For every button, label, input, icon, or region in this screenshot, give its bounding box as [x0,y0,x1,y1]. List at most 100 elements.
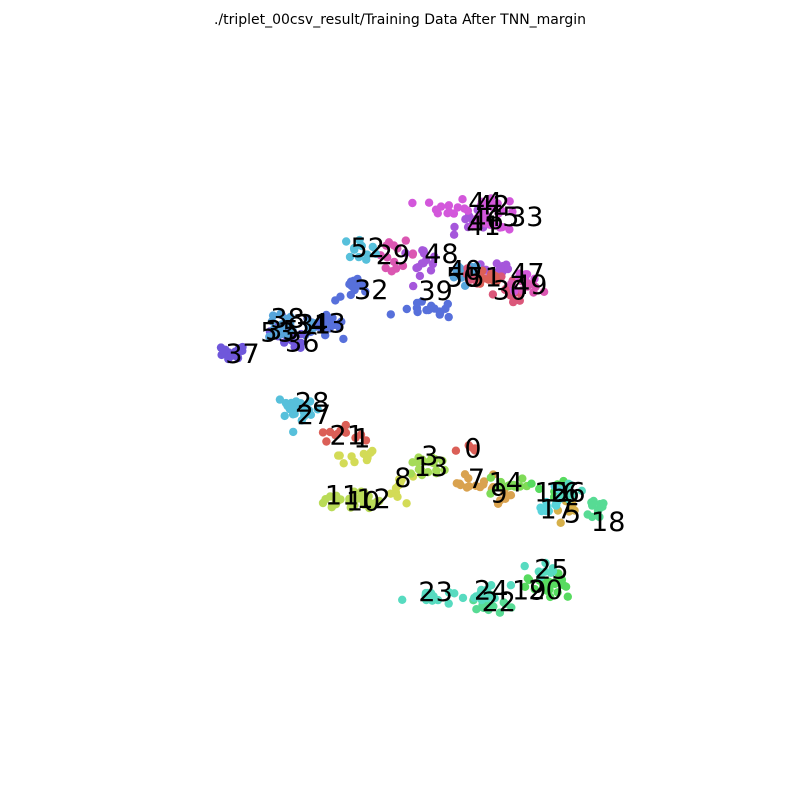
data-point [440,465,449,475]
data-point [398,595,407,604]
cluster-label-36: 36 [285,327,319,358]
data-point [345,497,354,507]
data-point [507,603,516,612]
cluster-label-32: 32 [354,275,388,306]
data-point [486,473,495,482]
data-point [565,480,575,489]
data-point [509,297,518,307]
data-point [361,287,370,296]
data-point [595,512,604,522]
data-point [443,299,452,309]
cluster-37 [216,342,247,364]
data-point [371,249,381,258]
cluster-label-14: 14 [489,468,523,499]
data-point [475,482,485,492]
cluster-label-35: 35 [265,316,299,347]
data-point [500,285,510,294]
data-point [438,456,447,465]
data-point [530,585,539,594]
data-point [409,281,418,291]
cluster-label-20: 20 [528,575,562,606]
data-point [531,282,540,292]
cluster-43 [314,313,346,334]
data-point [499,598,508,607]
data-point [515,296,524,305]
data-point [391,483,401,493]
cluster-32 [331,274,370,305]
cluster-12 [353,487,381,508]
data-point [336,292,345,301]
data-point [520,582,530,591]
data-point [334,451,343,460]
data-point [546,592,555,602]
data-point [386,310,395,319]
cluster-53 [265,317,297,341]
cluster-label-3: 3 [421,441,438,472]
cluster-22 [469,591,516,617]
cluster-28 [275,395,308,415]
data-point [362,455,372,465]
cluster-label-41: 41 [466,211,500,242]
data-point [362,499,372,508]
cluster-label-53: 53 [260,317,294,348]
cluster-17 [536,497,561,516]
data-point [313,405,322,414]
data-point [460,470,470,479]
data-point [470,444,480,453]
data-point [267,317,277,326]
data-point [286,402,295,411]
data-point [494,482,503,492]
data-point [296,343,305,352]
data-point [445,208,454,217]
data-point [406,469,416,478]
data-point [505,480,514,490]
data-point [414,465,424,474]
data-point [433,595,443,605]
data-point [483,585,492,594]
cluster-label-23: 23 [418,577,452,608]
data-point [322,437,331,446]
cluster-label-30: 30 [493,275,527,306]
data-point [541,506,551,516]
data-point [451,446,461,455]
cluster-49 [507,275,549,297]
cluster-label-28: 28 [295,388,329,419]
data-point [431,205,441,214]
data-point [553,588,562,597]
cluster-label-48: 48 [424,239,458,270]
data-point [354,252,363,262]
data-point [402,304,411,314]
data-point [285,317,295,327]
data-point [477,213,486,223]
data-point [460,204,469,213]
data-point [540,567,550,576]
data-point [423,468,433,477]
cluster-0 [451,441,480,455]
data-point [444,588,454,597]
data-point [368,242,377,252]
data-point [372,497,381,506]
data-point [569,490,579,499]
cluster-label-19: 19 [512,576,546,607]
cluster-label-51: 51 [468,262,502,293]
cluster-label-26: 26 [551,478,585,509]
data-point [351,433,360,442]
data-point [412,298,422,308]
cluster-label-50: 50 [446,262,480,293]
cluster-20 [523,574,572,602]
cluster-23 [398,588,468,608]
data-point [384,238,394,247]
data-point [413,263,423,272]
data-point [508,207,517,216]
data-point [321,495,330,504]
data-point [463,264,472,273]
data-point [224,354,233,364]
data-point [535,484,544,494]
data-point [305,397,315,406]
data-point [339,459,348,468]
data-point [346,290,355,300]
data-point [599,499,608,508]
cluster-label-9: 9 [490,478,507,509]
